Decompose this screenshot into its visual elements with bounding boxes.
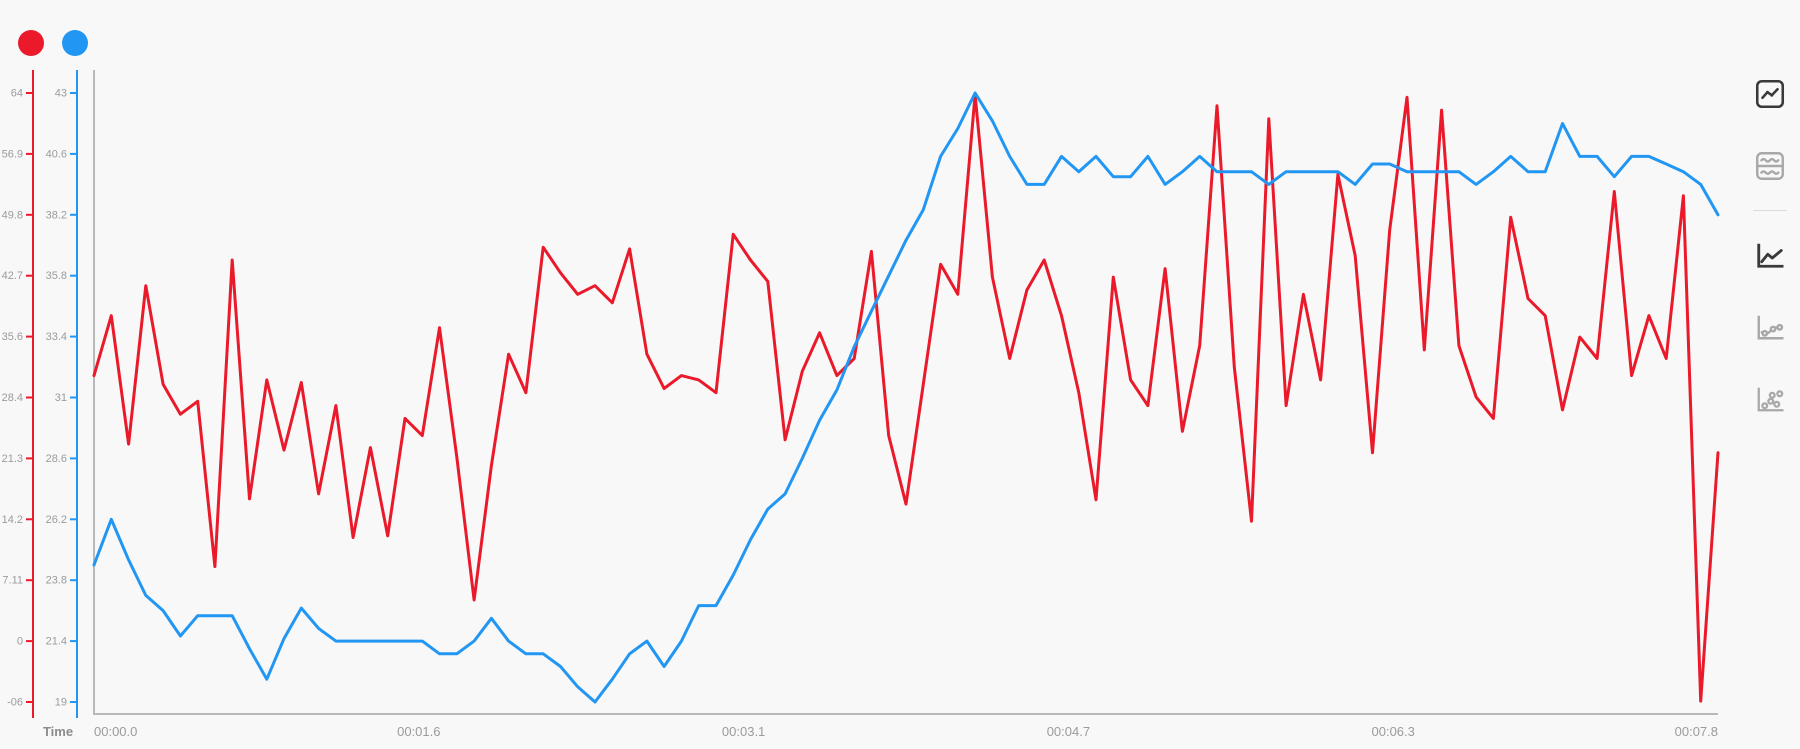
svg-text:31: 31 (55, 392, 67, 404)
line-with-points-chart-button[interactable] (1750, 307, 1790, 347)
svg-text:-06: -06 (7, 697, 23, 709)
svg-text:28.6: 28.6 (46, 453, 67, 465)
legend (18, 30, 88, 56)
svg-text:00:03.1: 00:03.1 (722, 724, 765, 739)
scatter-plot-icon (1752, 381, 1788, 417)
x-axis-title: Time (43, 724, 73, 739)
svg-text:7.11: 7.11 (2, 575, 23, 587)
svg-text:21.3: 21.3 (2, 453, 23, 465)
scatter-chart-button[interactable] (1750, 379, 1790, 419)
svg-text:23.8: 23.8 (46, 575, 67, 587)
combined-view-button[interactable] (1750, 74, 1790, 114)
split-line-charts-icon (1752, 148, 1788, 184)
svg-text:21.4: 21.4 (46, 636, 67, 648)
svg-text:38.2: 38.2 (46, 209, 67, 221)
line-chart-icon (1752, 237, 1788, 273)
svg-text:0: 0 (17, 636, 23, 648)
svg-text:14.2: 14.2 (2, 514, 23, 526)
chart-toolbar (1748, 74, 1792, 451)
svg-text:35.8: 35.8 (46, 270, 67, 282)
split-view-button[interactable] (1750, 146, 1790, 186)
svg-text:28.4: 28.4 (2, 392, 23, 404)
line-with-points-icon (1752, 309, 1788, 345)
svg-text:26.2: 26.2 (46, 514, 67, 526)
svg-text:40.6: 40.6 (46, 148, 67, 160)
svg-text:33.4: 33.4 (46, 331, 67, 343)
svg-text:00:00.0: 00:00.0 (94, 724, 137, 739)
svg-text:49.8: 49.8 (2, 209, 23, 221)
svg-text:42.7: 42.7 (2, 270, 23, 282)
svg-text:00:06.3: 00:06.3 (1372, 724, 1415, 739)
legend-dot-blue[interactable] (62, 30, 88, 56)
combined-line-chart-icon (1752, 76, 1788, 112)
svg-text:64: 64 (11, 88, 23, 100)
svg-text:19: 19 (55, 697, 67, 709)
svg-text:56.9: 56.9 (2, 148, 23, 160)
svg-text:00:07.8: 00:07.8 (1675, 724, 1718, 739)
toolbar-divider (1753, 210, 1787, 211)
svg-text:00:01.6: 00:01.6 (397, 724, 440, 739)
legend-dot-red[interactable] (18, 30, 44, 56)
svg-text:35.6: 35.6 (2, 331, 23, 343)
svg-text:43: 43 (55, 88, 67, 100)
svg-text:00:04.7: 00:04.7 (1047, 724, 1090, 739)
line-chart-button[interactable] (1750, 235, 1790, 275)
